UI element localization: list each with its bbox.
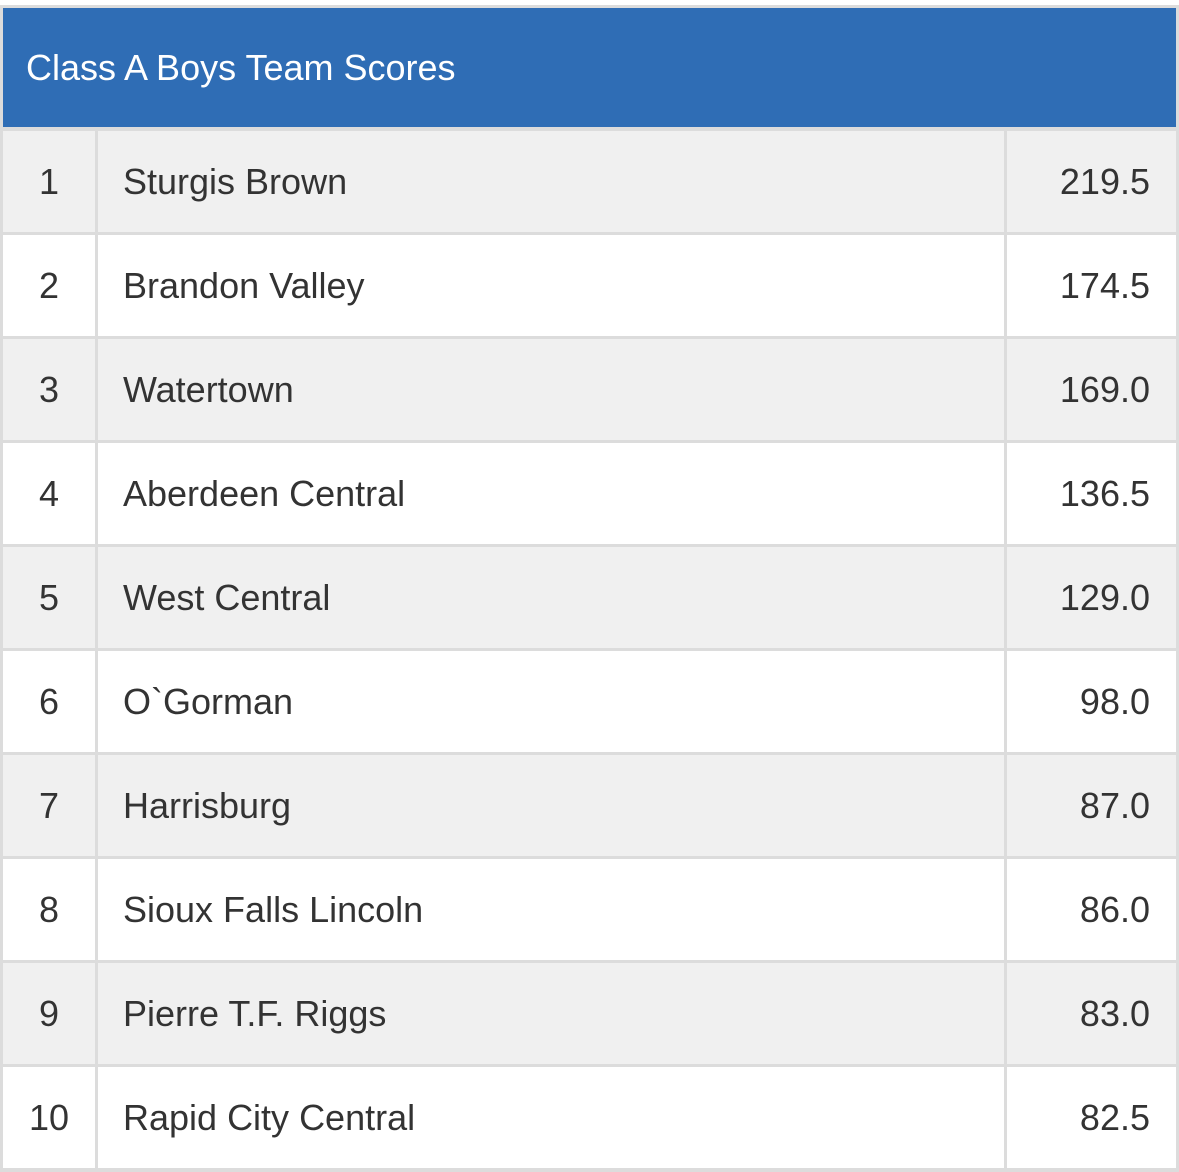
rank-cell: 3 bbox=[3, 339, 95, 440]
top-strip bbox=[0, 0, 1179, 5]
scores-table: 1 Sturgis Brown 219.5 2 Brandon Valley 174.5 3… bbox=[0, 128, 1179, 1168]
table-row: 1 Sturgis Brown 219.5 bbox=[0, 128, 1179, 232]
table-row: 9 Pierre T.F. Riggs 83.0 bbox=[0, 960, 1179, 1064]
panel-header: Class A Boys Team Scores bbox=[3, 8, 1176, 127]
score-cell: 136.5 bbox=[1007, 443, 1176, 544]
rank-cell: 8 bbox=[3, 859, 95, 960]
team-cell: Pierre T.F. Riggs bbox=[98, 963, 1004, 1064]
table-row: 10 Rapid City Central 82.5 bbox=[0, 1064, 1179, 1168]
rank-cell: 9 bbox=[3, 963, 95, 1064]
rank-cell: 1 bbox=[3, 131, 95, 232]
rank-cell: 4 bbox=[3, 443, 95, 544]
team-cell: West Central bbox=[98, 547, 1004, 648]
table-row: 5 West Central 129.0 bbox=[0, 544, 1179, 648]
rank-cell: 10 bbox=[3, 1067, 95, 1168]
score-cell: 86.0 bbox=[1007, 859, 1176, 960]
team-cell: Sturgis Brown bbox=[98, 131, 1004, 232]
table-row: 2 Brandon Valley 174.5 bbox=[0, 232, 1179, 336]
table-row: 8 Sioux Falls Lincoln 86.0 bbox=[0, 856, 1179, 960]
table-row: 6 O`Gorman 98.0 bbox=[0, 648, 1179, 752]
team-cell: Brandon Valley bbox=[98, 235, 1004, 336]
rank-cell: 6 bbox=[3, 651, 95, 752]
score-cell: 83.0 bbox=[1007, 963, 1176, 1064]
team-cell: Watertown bbox=[98, 339, 1004, 440]
table-row: 3 Watertown 169.0 bbox=[0, 336, 1179, 440]
team-cell: O`Gorman bbox=[98, 651, 1004, 752]
table-row: 4 Aberdeen Central 136.5 bbox=[0, 440, 1179, 544]
rank-cell: 7 bbox=[3, 755, 95, 856]
rank-cell: 5 bbox=[3, 547, 95, 648]
score-cell: 219.5 bbox=[1007, 131, 1176, 232]
score-cell: 129.0 bbox=[1007, 547, 1176, 648]
score-cell: 82.5 bbox=[1007, 1067, 1176, 1168]
team-cell: Aberdeen Central bbox=[98, 443, 1004, 544]
team-cell: Harrisburg bbox=[98, 755, 1004, 856]
score-cell: 169.0 bbox=[1007, 339, 1176, 440]
team-cell: Rapid City Central bbox=[98, 1067, 1004, 1168]
rank-cell: 2 bbox=[3, 235, 95, 336]
score-cell: 98.0 bbox=[1007, 651, 1176, 752]
score-cell: 87.0 bbox=[1007, 755, 1176, 856]
table-row: 7 Harrisburg 87.0 bbox=[0, 752, 1179, 856]
score-cell: 174.5 bbox=[1007, 235, 1176, 336]
team-cell: Sioux Falls Lincoln bbox=[98, 859, 1004, 960]
